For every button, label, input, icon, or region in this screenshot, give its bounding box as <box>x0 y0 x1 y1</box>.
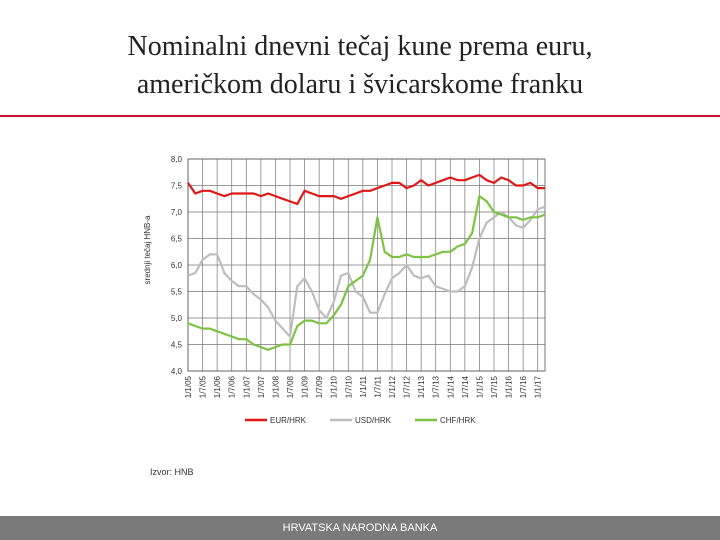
x-tick-label: 1/1/15 <box>475 375 484 398</box>
x-tick-label: 1/7/07 <box>257 375 266 398</box>
x-tick-label: 1/7/12 <box>403 375 412 398</box>
x-tick-label: 1/1/13 <box>417 375 426 398</box>
series-line <box>187 205 546 338</box>
x-tick-label: 1/7/06 <box>228 375 237 398</box>
x-tick-label: 1/1/11 <box>359 375 368 397</box>
y-tick-label: 5,0 <box>171 314 183 323</box>
plot-frame <box>187 158 546 372</box>
x-tick-label: 1/7/16 <box>519 375 528 398</box>
x-tick-label: 1/7/10 <box>344 375 353 398</box>
y-tick-label: 8,0 <box>171 155 183 164</box>
y-tick-label: 4,5 <box>171 341 183 350</box>
x-tick-label: 1/7/11 <box>373 375 382 397</box>
x-tick-label: 1/1/16 <box>505 375 514 398</box>
x-tick-label: 1/7/15 <box>490 375 499 398</box>
x-tick-label: 1/1/05 <box>184 375 193 398</box>
x-tick-label: 1/1/10 <box>330 375 339 398</box>
x-tick-label: 1/1/17 <box>534 375 543 398</box>
y-tick-label: 6,0 <box>171 261 183 270</box>
x-tick-label: 1/7/14 <box>461 375 470 398</box>
series-line <box>187 173 545 206</box>
x-tick-label: 1/7/05 <box>199 375 208 398</box>
x-tick-label: 1/1/07 <box>242 375 251 398</box>
series-line <box>187 195 546 351</box>
footer-bar <box>0 516 720 540</box>
y-tick-label: 4,0 <box>171 367 183 376</box>
y-tick-label: 5,5 <box>171 288 183 297</box>
legend-label: EUR/HRK <box>270 416 307 425</box>
x-tick-label: 1/1/08 <box>271 375 280 398</box>
y-tick-label: 7,0 <box>171 208 183 217</box>
legend-label: CHF/HRK <box>440 416 476 425</box>
x-tick-label: 1/1/09 <box>301 375 310 398</box>
y-axis-label: srednji tečaj HNB-a <box>143 215 152 284</box>
y-tick-label: 7,5 <box>171 182 183 191</box>
x-tick-label: 1/7/08 <box>286 375 295 398</box>
x-tick-label: 1/7/09 <box>315 375 324 398</box>
x-tick-label: 1/1/14 <box>446 375 455 398</box>
y-tick-label: 6,5 <box>171 235 183 244</box>
x-tick-label: 1/1/06 <box>213 375 222 398</box>
x-tick-label: 1/1/12 <box>388 375 397 398</box>
x-tick-label: 1/7/13 <box>432 375 441 398</box>
source: Izvor: HNB <box>150 467 194 477</box>
legend-label: USD/HRK <box>355 416 392 425</box>
footer-text: HRVATSKA NARODNA BANKA <box>283 522 438 534</box>
slide-title: Nominalni dnevni tečaj kune prema euru, a… <box>128 31 593 100</box>
